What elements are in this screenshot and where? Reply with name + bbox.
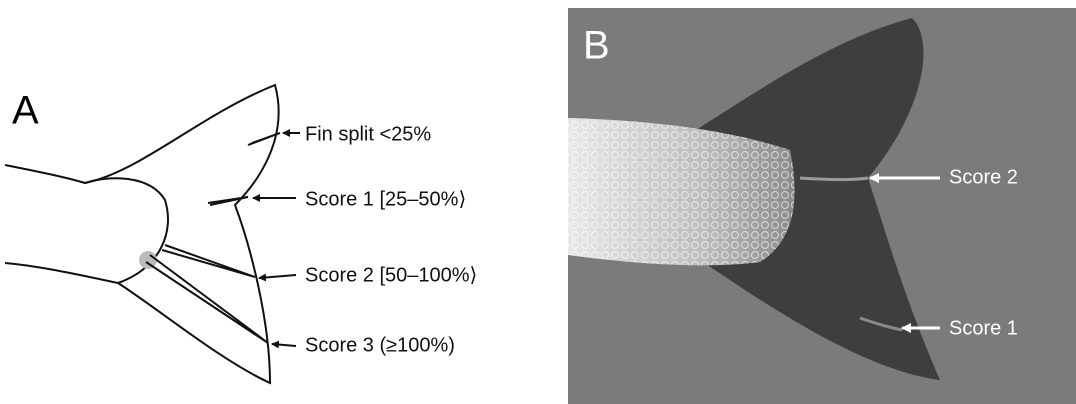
annotation: Fin split <25% bbox=[305, 123, 431, 145]
split bbox=[799, 176, 869, 181]
panel-label: A bbox=[12, 89, 39, 133]
annotation: Score 1 [25–50%⟩ bbox=[305, 188, 466, 210]
split bbox=[247, 132, 281, 146]
arrow bbox=[271, 340, 297, 349]
tail-fin bbox=[680, 18, 940, 380]
split bbox=[859, 316, 903, 332]
split bbox=[145, 254, 269, 344]
panel-a: A Fin split <25% Score 1 [25–50%⟩ Score … bbox=[4, 83, 477, 385]
scales bbox=[568, 118, 795, 266]
panel-label: B bbox=[583, 24, 610, 68]
arrow bbox=[258, 273, 297, 282]
split bbox=[207, 196, 249, 206]
panel-b: B Score 2 Score 1 bbox=[568, 8, 1076, 404]
mark-spot bbox=[139, 251, 157, 269]
annotation: Score 1 bbox=[949, 317, 1018, 339]
split bbox=[161, 244, 256, 278]
annotation: Score 2 [50–100%⟩ bbox=[305, 264, 477, 286]
annotation: Score 2 bbox=[949, 166, 1018, 188]
tail-outline bbox=[4, 83, 280, 385]
annotation: Score 3 (≥100%) bbox=[305, 334, 455, 356]
